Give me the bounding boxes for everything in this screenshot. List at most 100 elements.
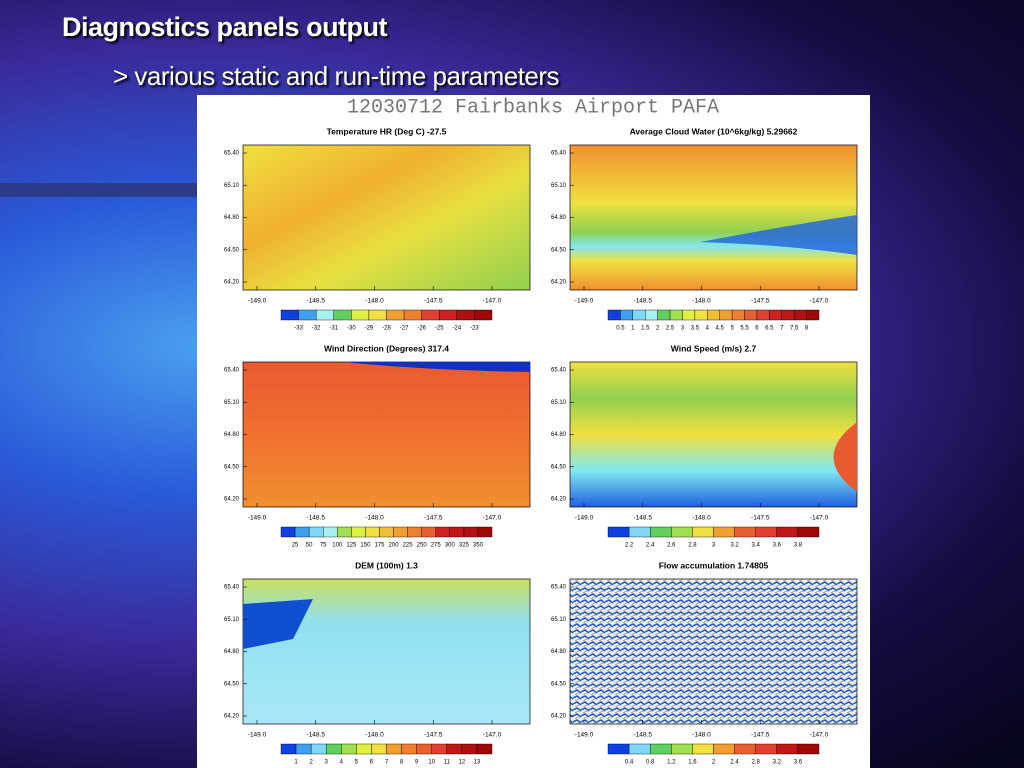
slide-title: Diagnostics panels output bbox=[62, 12, 388, 42]
colorbar-label: -29 bbox=[365, 326, 374, 332]
y-tick-label: 64.50 bbox=[224, 247, 240, 253]
y-tick-label: 64.20 bbox=[224, 714, 240, 720]
colorbar-label: 7 bbox=[385, 760, 389, 766]
colorbar-cell bbox=[431, 743, 447, 755]
colorbar-cell bbox=[280, 309, 299, 321]
colorbar-label: 225 bbox=[403, 543, 414, 549]
colorbar-label: 3 bbox=[325, 760, 329, 766]
colorbar-label: 3.6 bbox=[794, 760, 803, 766]
colorbar-label: 6.5 bbox=[765, 326, 774, 332]
panel-title: Wind Direction (Degrees) 317.4 bbox=[324, 343, 449, 353]
colorbar-cell bbox=[744, 309, 758, 321]
colorbar-cell bbox=[449, 526, 465, 538]
colorbar-label: 1 bbox=[631, 326, 635, 332]
y-tick-label: 64.80 bbox=[224, 215, 240, 221]
colorbar-cell bbox=[435, 526, 451, 538]
colorbar-label: 2.4 bbox=[730, 760, 739, 766]
colorbar-label: 1.6 bbox=[688, 760, 697, 766]
slide-subtitle: > various static and run-time parameters bbox=[113, 61, 560, 91]
y-tick-label: 65.40 bbox=[224, 368, 240, 374]
colorbar-cell bbox=[793, 309, 807, 321]
colorbar-label: -31 bbox=[329, 326, 338, 332]
colorbar-label: 50 bbox=[306, 543, 313, 549]
colorbar-label: -25 bbox=[435, 326, 444, 332]
colorbar-label: 8 bbox=[805, 326, 809, 332]
y-tick-label: 64.20 bbox=[551, 714, 567, 720]
colorbar-cell bbox=[393, 526, 408, 538]
colorbar-cell bbox=[692, 526, 714, 538]
colorbar-cell bbox=[341, 743, 357, 755]
colorbar-cell bbox=[280, 526, 296, 538]
colorbar-label: 3 bbox=[712, 543, 716, 549]
x-tick-label: -149.0 bbox=[248, 298, 267, 305]
map-field bbox=[569, 361, 858, 508]
colorbar-cell bbox=[719, 309, 733, 321]
colorbar-label: 0.8 bbox=[646, 760, 655, 766]
colorbar-label: 5 bbox=[355, 760, 359, 766]
colorbar-label: -26 bbox=[417, 326, 426, 332]
colorbar-cell bbox=[337, 526, 352, 538]
colorbar-cell bbox=[298, 309, 317, 321]
colorbar-label: -32 bbox=[312, 326, 321, 332]
colorbar-cell bbox=[421, 309, 440, 321]
x-tick-label: -147.5 bbox=[424, 298, 443, 305]
colorbar-cell bbox=[407, 526, 422, 538]
colorbar-cell bbox=[797, 526, 820, 538]
y-tick-label: 64.20 bbox=[224, 280, 240, 286]
x-tick-label: -148.0 bbox=[365, 732, 384, 739]
colorbar-cell bbox=[781, 309, 795, 321]
colorbar-label: -27 bbox=[400, 326, 409, 332]
colorbar-label: 10 bbox=[428, 760, 435, 766]
y-tick-label: 65.40 bbox=[224, 585, 240, 591]
colorbar-cell bbox=[461, 743, 478, 755]
y-tick-label: 65.10 bbox=[224, 400, 240, 406]
colorbar-cell bbox=[756, 309, 770, 321]
y-tick-label: 65.10 bbox=[224, 617, 240, 623]
colorbar-label: 2 bbox=[712, 760, 716, 766]
map-feature bbox=[343, 362, 530, 372]
x-tick-label: -148.5 bbox=[307, 515, 326, 522]
x-tick-label: -147.0 bbox=[810, 298, 829, 305]
colorbar-cell bbox=[731, 309, 745, 321]
colorbar-label: 75 bbox=[320, 543, 327, 549]
colorbar-cell bbox=[632, 309, 646, 321]
colorbar-label: 2.4 bbox=[646, 543, 655, 549]
colorbar-cell bbox=[386, 309, 405, 321]
colorbar-label: 2.5 bbox=[666, 326, 675, 332]
colorbar-label: 2.6 bbox=[667, 543, 676, 549]
colorbar-cell bbox=[477, 526, 493, 538]
x-tick-label: -147.0 bbox=[483, 515, 502, 522]
colorbar-cell bbox=[476, 743, 493, 755]
colorbar-cell bbox=[628, 526, 651, 538]
colorbar-cell bbox=[474, 309, 493, 321]
y-tick-label: 64.80 bbox=[224, 432, 240, 438]
x-tick-label: -148.0 bbox=[365, 298, 384, 305]
colorbar-cell bbox=[439, 309, 458, 321]
colorbar-label: 325 bbox=[459, 543, 470, 549]
colorbar-label: 125 bbox=[346, 543, 357, 549]
colorbar-cell bbox=[682, 309, 696, 321]
colorbar-label: 5 bbox=[730, 326, 734, 332]
y-tick-label: 64.20 bbox=[551, 280, 567, 286]
map-feature bbox=[833, 422, 857, 492]
colorbar-cell bbox=[734, 526, 756, 538]
colorbar-label: 3.5 bbox=[691, 326, 700, 332]
y-tick-label: 65.10 bbox=[551, 183, 567, 189]
colorbar-cell bbox=[755, 526, 778, 538]
colorbar-label: 150 bbox=[360, 543, 371, 549]
colorbar-label: 0.5 bbox=[616, 326, 625, 332]
colorbar-cell bbox=[657, 309, 671, 321]
x-tick-label: -147.0 bbox=[810, 732, 829, 739]
colorbar-cell bbox=[280, 743, 297, 755]
x-tick-label: -148.5 bbox=[307, 298, 326, 305]
colorbar-label: -24 bbox=[452, 326, 461, 332]
colorbar-label: 300 bbox=[445, 543, 456, 549]
y-tick-label: 65.10 bbox=[551, 400, 567, 406]
colorbar-cell bbox=[806, 309, 820, 321]
colorbar-label: 4.5 bbox=[716, 326, 725, 332]
map-field bbox=[242, 361, 531, 508]
y-tick-label: 65.40 bbox=[224, 151, 240, 157]
x-tick-label: -149.0 bbox=[575, 732, 594, 739]
colorbar-cell bbox=[776, 743, 799, 755]
x-tick-label: -149.0 bbox=[575, 298, 594, 305]
